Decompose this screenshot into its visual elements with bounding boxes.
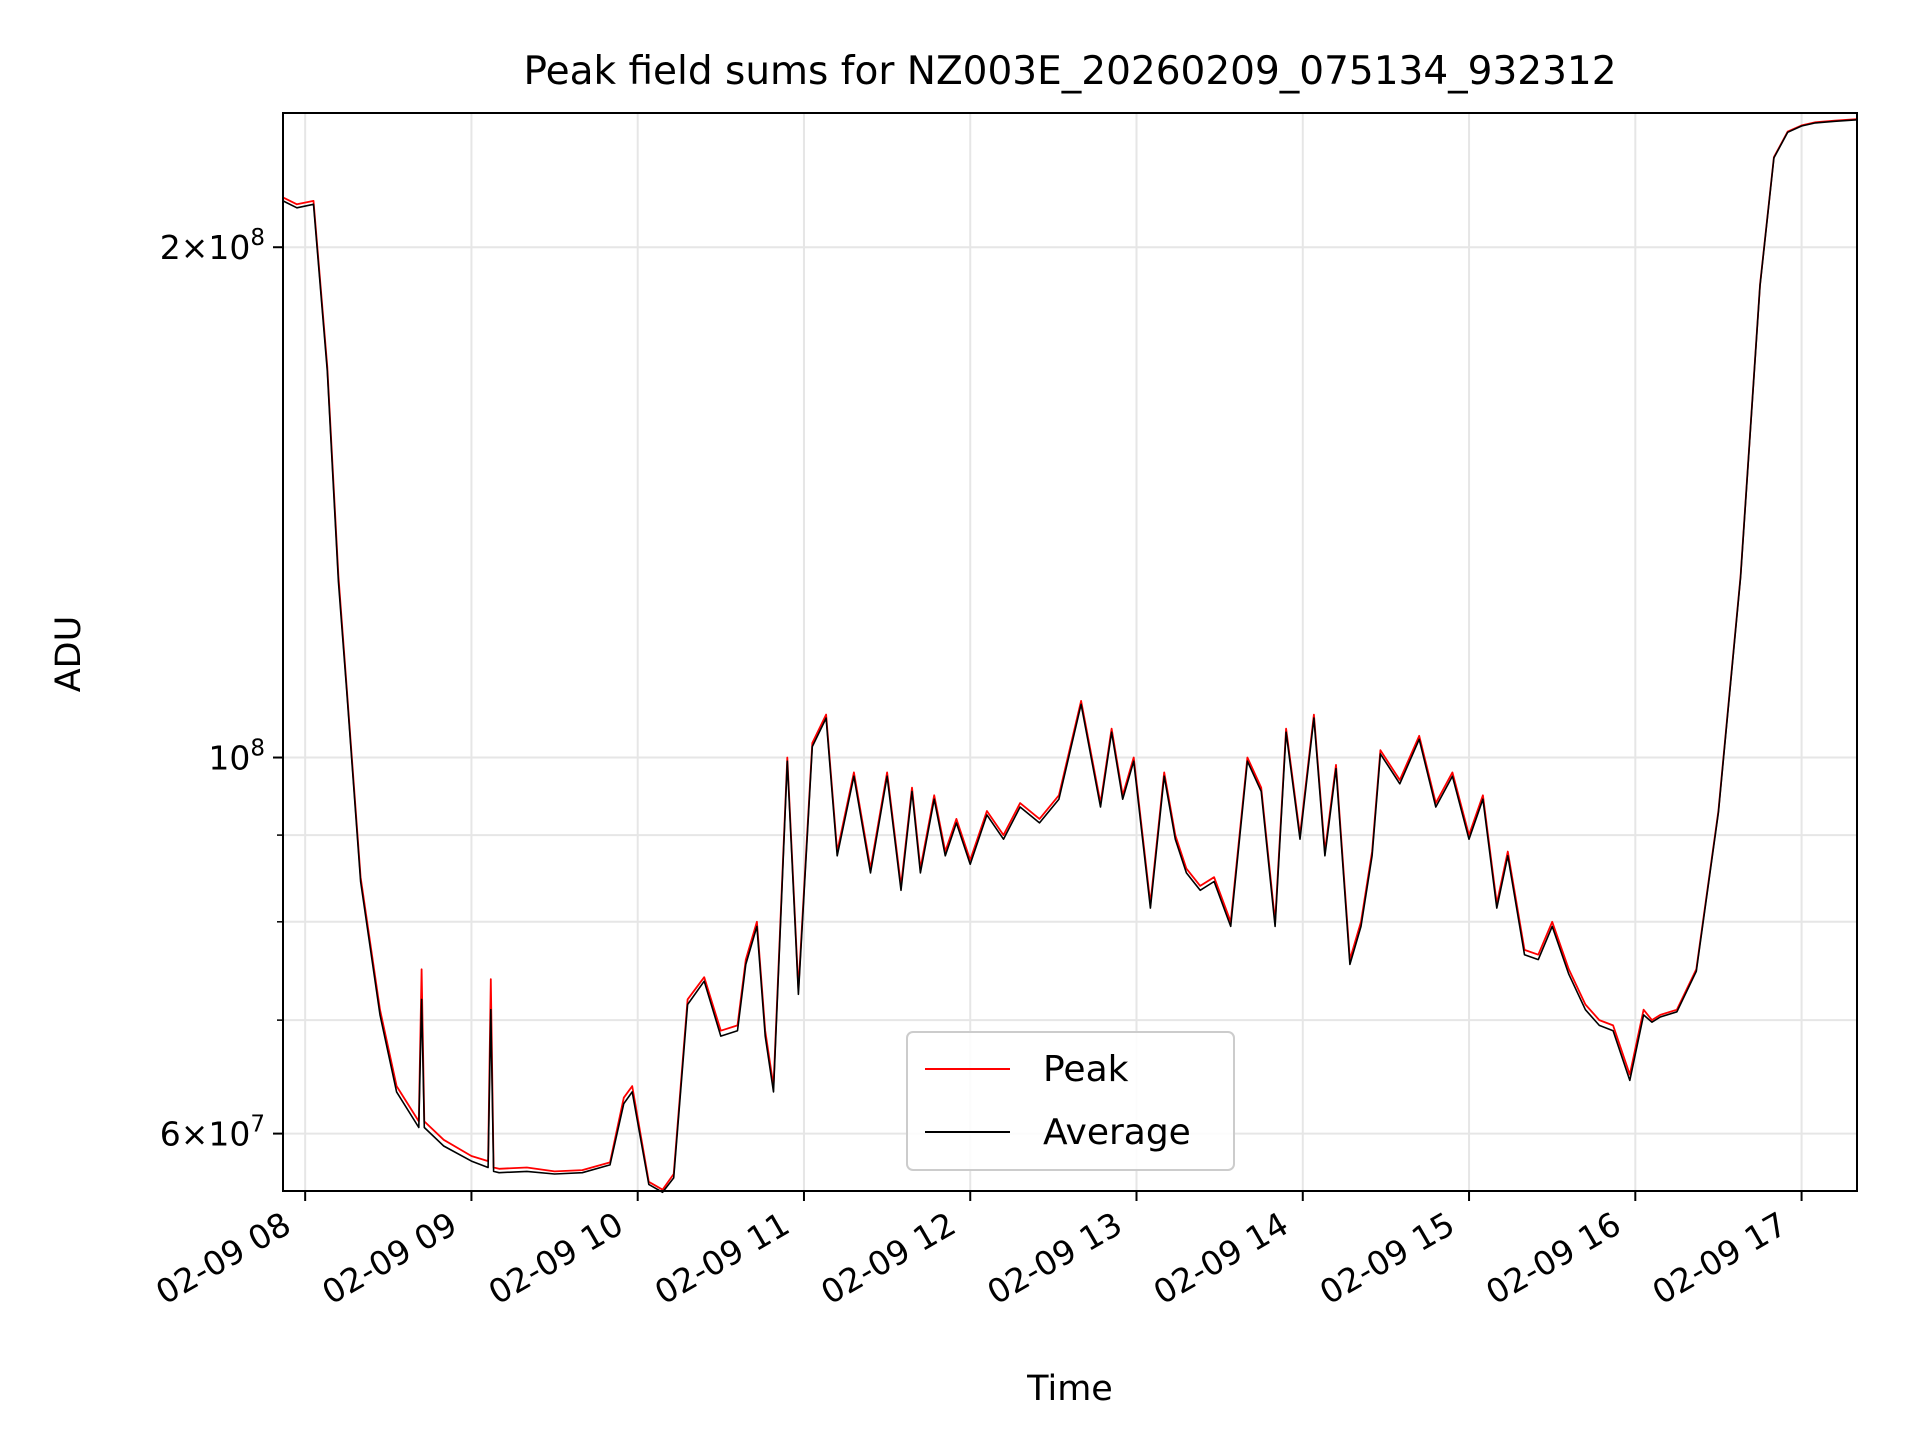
legend-box: [906, 1031, 1235, 1171]
y-axis: 6×107 108 2×108: [160, 225, 283, 1154]
x-axis-label: Time: [1026, 1369, 1113, 1409]
x-tick-label: 02-09 16: [1479, 1204, 1627, 1312]
plot-lines: [282, 118, 1858, 1194]
x-axis: 02-09 08 02-09 09 02-09 10 02-09 11 02-09 12…: [149, 1191, 1803, 1312]
y-tick-label: 108: [208, 736, 265, 778]
series-line-average: [282, 119, 1858, 1194]
legend-label-average: Average: [1043, 1112, 1191, 1153]
x-tick-label: 02-09 10: [482, 1204, 630, 1312]
x-tick-label: 02-09 17: [1646, 1204, 1794, 1312]
x-tick-label: 02-09 14: [1147, 1204, 1295, 1312]
x-tick-label: 02-09 11: [648, 1204, 796, 1312]
x-tick-label: 02-09 08: [149, 1204, 297, 1312]
x-tick-label: 02-09 09: [315, 1204, 463, 1312]
x-tick-label: 02-09 15: [1313, 1204, 1461, 1312]
x-tick-label: 02-09 12: [814, 1204, 962, 1312]
y-tick-label: 2×108: [160, 225, 265, 267]
series-line-peak: [282, 118, 1858, 1191]
x-tick-label: 02-09 13: [981, 1204, 1129, 1312]
grid: [283, 113, 1857, 1191]
chart-title: Peak field sums for NZ003E_20260209_0751…: [523, 49, 1616, 94]
y-tick-label: 6×107: [160, 1112, 265, 1154]
legend: Peak Average: [906, 1031, 1235, 1171]
y-axis-label: ADU: [49, 616, 89, 693]
legend-label-peak: Peak: [1043, 1049, 1129, 1090]
plot-frame: [282, 112, 1858, 1192]
